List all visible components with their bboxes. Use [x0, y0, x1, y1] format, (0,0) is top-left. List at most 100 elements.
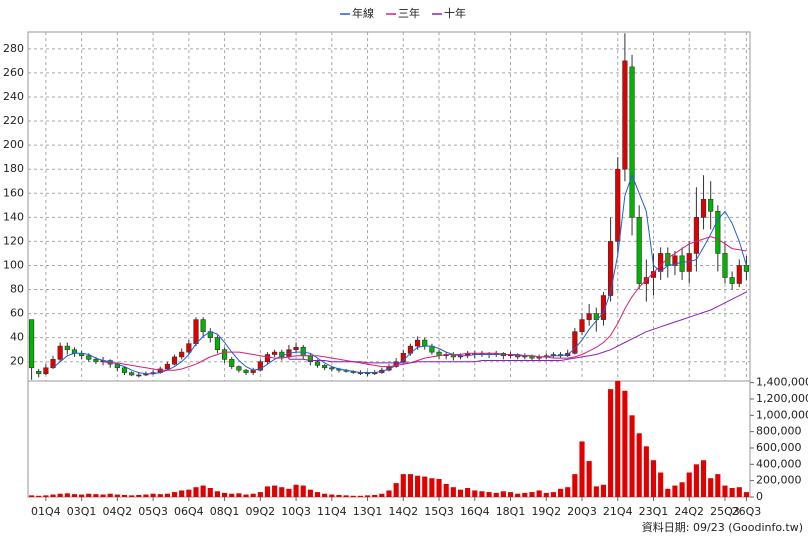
- y-tick-label: 120: [3, 234, 24, 247]
- volume-bar: [672, 485, 678, 497]
- volume-bar: [379, 493, 385, 497]
- candle-body: [229, 359, 235, 367]
- volume-bar: [529, 492, 535, 497]
- candle-body: [186, 343, 192, 353]
- volume-bar: [214, 491, 221, 497]
- x-tick-label: 15Q3: [424, 505, 454, 518]
- volume-bar: [515, 493, 521, 497]
- volume-bar: [693, 464, 699, 497]
- volume-bar: [243, 494, 249, 497]
- candle-body: [629, 66, 635, 218]
- x-tick-label: 14Q2: [388, 505, 418, 518]
- candle-body: [736, 265, 742, 284]
- volume-bar: [293, 484, 299, 497]
- volume-bar: [257, 492, 263, 497]
- volume-bar: [586, 461, 592, 497]
- volume-bar: [71, 494, 78, 497]
- candle-body: [28, 319, 35, 369]
- volume-bar: [393, 483, 399, 497]
- candle-body: [71, 349, 78, 354]
- volume-bar: [557, 488, 564, 497]
- volume-bar: [36, 495, 42, 497]
- candle-body: [422, 339, 428, 347]
- x-tick-label: 19Q2: [531, 505, 561, 518]
- volume-bar: [372, 494, 378, 497]
- y2-tick-label: 1,200,000: [756, 392, 808, 405]
- volume-bar: [264, 486, 271, 497]
- candle-body: [722, 253, 728, 278]
- volume-bar: [500, 491, 506, 497]
- candle-body: [264, 354, 271, 363]
- volume-bar: [229, 493, 235, 497]
- volume-bar: [593, 486, 599, 497]
- y-tick-label: 200: [3, 138, 24, 151]
- candle-body: [179, 351, 185, 358]
- candle-body: [593, 313, 599, 320]
- x-tick-label: 26Q3: [732, 505, 762, 518]
- volume-bar: [329, 494, 335, 497]
- volume-bar: [436, 479, 442, 497]
- candle-body: [586, 313, 592, 320]
- volume-bar: [615, 381, 621, 497]
- volume-bar: [450, 487, 456, 497]
- y-tick-label: 100: [3, 258, 24, 271]
- volume-bar: [507, 492, 514, 497]
- y2-tick-label: 200,000: [756, 474, 802, 487]
- volume-bar: [700, 460, 707, 497]
- candle-body: [193, 319, 199, 344]
- volume-bar: [415, 475, 421, 497]
- volume-bar: [622, 390, 628, 497]
- volume-bar: [565, 487, 571, 497]
- candle-body: [243, 369, 249, 373]
- legend-label: 三年: [398, 6, 420, 20]
- volume-bar: [579, 441, 585, 497]
- y-tick-label: 160: [3, 186, 24, 199]
- volume-bar: [429, 478, 435, 497]
- candle-body: [729, 277, 735, 284]
- y-tick-label: 140: [3, 210, 24, 223]
- volume-bar: [86, 493, 92, 497]
- ma-line: [288, 291, 747, 364]
- x-tick-label: 10Q3: [281, 505, 311, 518]
- volume-bar: [57, 493, 63, 497]
- volume-bar: [522, 492, 528, 497]
- volume-bar: [307, 489, 313, 497]
- volume-bar: [407, 474, 414, 497]
- x-tick-label: 24Q2: [674, 505, 704, 518]
- volume-bar: [207, 488, 213, 497]
- candle-body: [200, 319, 206, 332]
- volume-bar: [572, 474, 578, 497]
- volume-bar: [665, 488, 671, 497]
- x-tick-label: 04Q2: [103, 505, 133, 518]
- volume-bar: [457, 489, 464, 497]
- y2-tick-label: 1,400,000: [756, 376, 808, 389]
- y-tick-label: 40: [10, 331, 24, 344]
- volume-bar: [286, 488, 292, 497]
- y2-tick-label: 600,000: [756, 441, 802, 454]
- candle-body: [236, 366, 242, 371]
- volume-bar: [443, 483, 449, 497]
- candle-body: [164, 363, 170, 370]
- x-tick-label: 01Q4: [31, 505, 61, 518]
- volume-bar: [600, 484, 607, 497]
- volume-bar: [608, 389, 614, 497]
- volume-bar: [150, 493, 156, 497]
- candle-body: [272, 351, 278, 355]
- y2-tick-label: 1,000,000: [756, 408, 808, 421]
- candle-body: [693, 217, 699, 254]
- volume-bar: [543, 492, 549, 497]
- source-note: 資料日期: 09/23 (Goodinfo.tw): [642, 520, 803, 534]
- candle-body: [257, 361, 263, 371]
- candle-body: [615, 168, 621, 242]
- candle-body: [43, 367, 49, 375]
- volume-bar: [236, 493, 242, 497]
- candle-body: [121, 367, 128, 373]
- y-tick-label: 280: [3, 42, 24, 55]
- x-tick-label: 13Q1: [353, 505, 383, 518]
- volume-bar: [200, 485, 206, 497]
- candle-body: [329, 367, 335, 370]
- y-tick-label: 60: [10, 307, 24, 320]
- legend-label: 十年: [444, 6, 466, 20]
